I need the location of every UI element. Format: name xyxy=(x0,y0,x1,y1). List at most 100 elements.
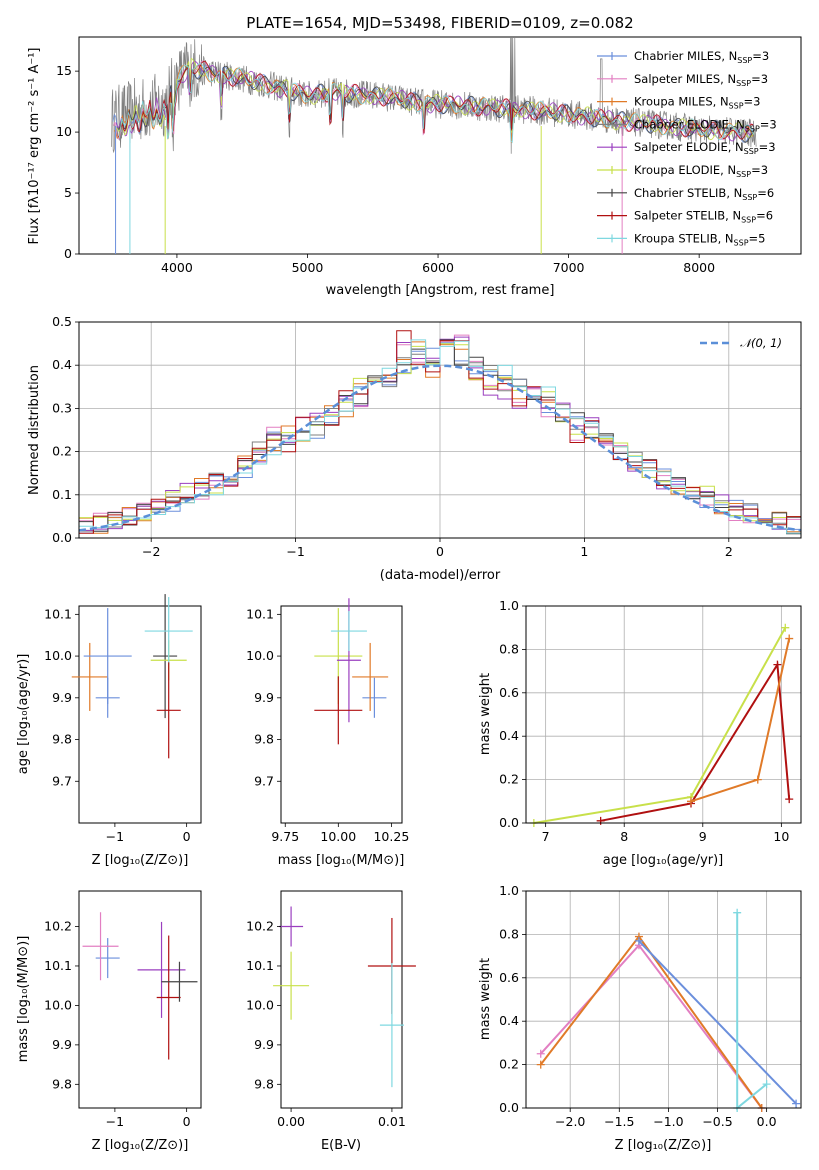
spectrum-lines xyxy=(111,36,757,254)
histogram-y-tick-label: 0.0 xyxy=(52,530,72,545)
spectrum-y-tick-label: 0 xyxy=(64,246,72,261)
mass-vs-metallicity-panel: −1 0 9.8 9.9 10.0 10.1 10.2 Z [log₁₀(Z/Z⊙)] ma… xyxy=(16,890,202,1153)
legend-label: Chabrier STELIB, NSSP=6 xyxy=(634,186,774,202)
mass-z-ticks: −1 0 9.8 9.9 10.0 10.1 10.2 xyxy=(44,919,191,1129)
histogram-x-tick-label: −1 xyxy=(286,544,304,559)
spectrum-legend: Chabrier MILES, NSSP=3 Salpeter MILES, NS… xyxy=(597,49,777,247)
histogram-x-tick-label: −2 xyxy=(142,544,160,559)
legend-label-suffix: =6 xyxy=(756,209,773,223)
mw-z-y-tick-label: 0.6 xyxy=(499,970,519,985)
age-mass-y-tick-label: 10.0 xyxy=(246,648,274,663)
mw-age-lines xyxy=(529,623,794,827)
mw-age-frame xyxy=(526,606,801,823)
mw-z-point-marker xyxy=(762,1080,771,1089)
mass-ebv-x-axis-label: E(B-V) xyxy=(321,1138,361,1153)
spectrum-x-tick-label: 5000 xyxy=(292,260,324,275)
legend-label: Salpeter STELIB, NSSP=6 xyxy=(634,209,773,225)
age-vs-metallicity-panel: −1 0 9.7 9.8 9.9 10.0 10.1 Z [log₁₀(Z/Z⊙)] age… xyxy=(16,594,202,868)
mass-ebv-frame xyxy=(280,890,403,1109)
spectrum-ticks: 4000 5000 6000 7000 8000 0 5 10 15 xyxy=(56,63,715,275)
legend-label-suffix: =3 xyxy=(751,163,768,177)
mass-ebv-y-tick-label: 10.0 xyxy=(246,997,274,1012)
histogram-x-axis-label: (data-model)/error xyxy=(380,568,501,583)
age-z-x-tick-label: −1 xyxy=(106,829,124,844)
mw-z-y-tick-label: 1.0 xyxy=(499,883,519,898)
legend-label-suffix: =3 xyxy=(751,72,768,86)
mass-z-y-tick-label: 9.8 xyxy=(52,1076,72,1091)
age-mass-ticks: 9.75 10.00 10.25 9.7 9.8 9.9 10.0 10.1 xyxy=(246,606,409,844)
mass-ebv-y-tick-label: 9.8 xyxy=(254,1076,274,1091)
mw-age-series-line xyxy=(600,661,791,822)
mass-z-y-tick-label: 10.1 xyxy=(44,958,72,973)
mw-age-y-tick-label: 0.6 xyxy=(499,685,519,700)
mw-z-point-marker xyxy=(634,936,643,945)
legend-label-subscript: SSP xyxy=(744,147,759,156)
model-spectrum-line xyxy=(118,62,755,144)
legend-label: Kroupa ELODIE, NSSP=3 xyxy=(634,163,768,179)
mw-z-x-tick-label: −2.0 xyxy=(555,1114,585,1129)
age-mass-y-tick-label: 9.7 xyxy=(254,773,274,788)
mass-weight-vs-age-panel: 7 8 9 10 0.0 0.2 0.4 0.6 0.8 1.0 age [log₁₀(age/y… xyxy=(478,598,802,868)
mw-z-y-tick-label: 0.2 xyxy=(499,1057,519,1072)
legend-label: Chabrier MILES, NSSP=3 xyxy=(634,49,769,65)
mw-age-ticks: 7 8 9 10 0.0 0.2 0.4 0.6 0.8 1.0 xyxy=(499,598,789,844)
histogram-y-tick-label: 0.1 xyxy=(52,487,72,502)
spectrum-x-axis-label: wavelength [Angstrom, rest frame] xyxy=(326,283,555,298)
mw-age-x-tick-label: 7 xyxy=(542,829,550,844)
mass-z-y-axis-label: mass [log₁₀(M/M⊙)] xyxy=(16,936,31,1063)
model-spectrum-line xyxy=(118,60,754,140)
mw-age-border xyxy=(525,605,802,824)
age-z-y-axis-label: age [log₁₀(age/yr)] xyxy=(16,654,31,775)
mw-age-point-marker xyxy=(785,634,794,643)
legend-label-suffix: =3 xyxy=(752,49,769,63)
legend-label: Chabrier ELODIE, NSSP=3 xyxy=(634,117,777,133)
histogram-x-tick-label: 0 xyxy=(436,544,444,559)
age-z-x-axis-label: Z [log₁₀(Z/Z⊙)] xyxy=(92,853,189,868)
histogram-series xyxy=(78,330,802,538)
figure-title: PLATE=1654, MJD=53498, FIBERID=0109, z=0… xyxy=(246,14,633,32)
legend-label-subscript: SSP xyxy=(729,102,744,111)
spectrum-x-tick-label: 7000 xyxy=(553,260,585,275)
age-mass-frame xyxy=(280,605,403,824)
mw-z-x-tick-label: −0.5 xyxy=(702,1114,732,1129)
mass-z-x-tick-label: 0 xyxy=(183,1114,191,1129)
age-z-y-tick-label: 10.1 xyxy=(44,606,72,621)
mw-age-y-axis-label: mass weight xyxy=(478,673,493,755)
age-z-frame xyxy=(78,605,202,824)
age-vs-mass-panel: 9.75 10.00 10.25 9.7 9.8 9.9 10.0 10.1 mass [lo… xyxy=(246,598,409,868)
histogram-ticks: −2 −1 0 1 2 0.0 0.1 0.2 0.3 0.4 0.5 xyxy=(52,314,733,559)
mass-z-y-tick-label: 10.0 xyxy=(44,997,72,1012)
legend-label-subscript: SSP xyxy=(736,79,751,88)
mw-z-y-tick-label: 0.8 xyxy=(499,926,519,941)
age-z-x-tick-label: 0 xyxy=(183,829,191,844)
age-mass-x-axis-label: mass [log₁₀(M/M⊙)] xyxy=(278,853,405,868)
mass-weight-vs-metallicity-panel: −2.0 −1.5 −1.0 −0.5 0.0 0.0 0.2 0.4 0.6 0.8 1.0 Z … xyxy=(478,883,802,1153)
age-z-y-tick-label: 9.8 xyxy=(52,732,72,747)
mass-vs-ebv-panel: 0.00 0.01 9.8 9.9 10.0 10.1 10.2 E(B-V) xyxy=(246,890,416,1153)
age-mass-y-tick-label: 9.8 xyxy=(254,732,274,747)
spectrum-x-tick-label: 6000 xyxy=(422,260,454,275)
legend-label-suffix: =3 xyxy=(760,117,777,131)
mw-age-point-marker xyxy=(785,795,794,804)
mw-age-x-tick-label: 10 xyxy=(773,829,789,844)
mw-z-point-marker xyxy=(536,1060,545,1069)
mass-z-x-axis-label: Z [log₁₀(Z/Z⊙)] xyxy=(92,1138,189,1153)
mw-age-x-tick-label: 9 xyxy=(699,829,707,844)
mass-ebv-x-tick-label: 0.01 xyxy=(378,1114,406,1129)
histogram-y-tick-label: 0.4 xyxy=(52,357,72,372)
age-mass-errorbars xyxy=(314,598,389,745)
mw-z-frame xyxy=(526,891,801,1108)
legend-label-suffix: =5 xyxy=(749,231,766,245)
model-spectrum-line xyxy=(117,64,754,143)
mass-ebv-errorbars xyxy=(273,906,416,1088)
spectrum-y-axis-label: Flux [fλ10⁻¹⁷ erg cm⁻² s⁻¹ A⁻¹] xyxy=(27,48,42,245)
mw-z-x-axis-label: Z [log₁₀(Z/Z⊙)] xyxy=(615,1138,712,1153)
mw-z-y-axis-label: mass weight xyxy=(478,958,493,1040)
age-z-y-tick-label: 9.7 xyxy=(52,773,72,788)
mw-age-y-tick-label: 0.2 xyxy=(499,772,519,787)
histogram-x-tick-label: 1 xyxy=(580,544,588,559)
mw-age-point-marker xyxy=(781,623,790,632)
legend-label-subscript: SSP xyxy=(741,216,756,225)
mw-age-x-axis-label: age [log₁₀(age/yr)] xyxy=(603,853,724,868)
mw-z-ticks: −2.0 −1.5 −1.0 −0.5 0.0 0.0 0.2 0.4 0.6 0.8 1.0 xyxy=(499,883,776,1129)
